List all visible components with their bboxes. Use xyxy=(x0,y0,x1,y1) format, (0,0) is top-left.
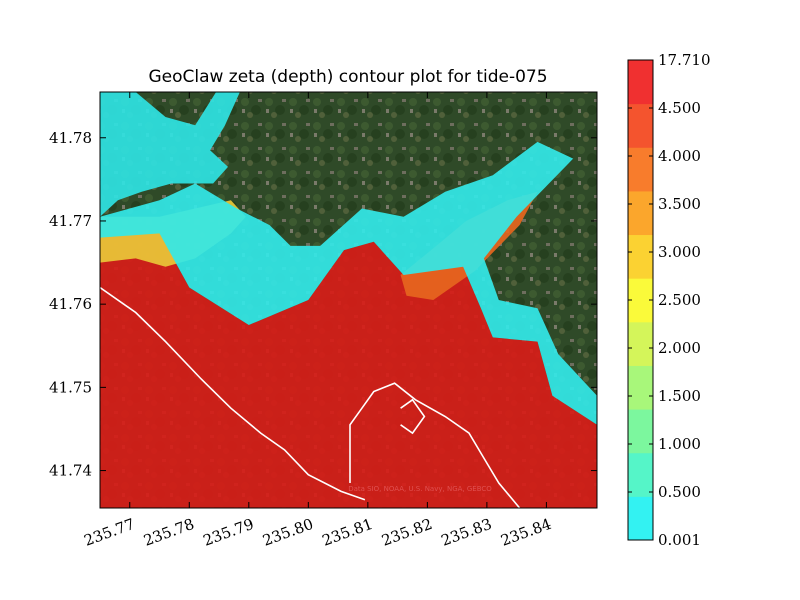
colorbar-label: 3.500 xyxy=(658,195,701,213)
colorbar-block xyxy=(628,147,653,192)
colorbar-blocks xyxy=(628,60,653,541)
colorbar: 0.001 0.500 1.000 1.500 2.000 2.500 3.000 3.500… xyxy=(627,51,711,549)
contour-harbor-breakwater xyxy=(349,382,521,508)
colorbar-label: 1.500 xyxy=(658,387,701,405)
colorbar-block xyxy=(628,190,653,236)
colorbar-block xyxy=(628,234,653,279)
colorbar-labels: 0.001 0.500 1.000 1.500 2.000 2.500 3.000 3.500… xyxy=(628,51,711,549)
colorbar-block xyxy=(628,452,653,497)
y-tick-label: 41.74 xyxy=(49,462,92,480)
y-tick-label: 41.78 xyxy=(49,129,92,147)
contour-coastline-outer xyxy=(100,286,366,501)
colorbar-label: 4.000 xyxy=(658,147,701,165)
x-tick-label: 235.78 xyxy=(141,515,196,550)
colorbar-block xyxy=(628,321,653,366)
x-tick-label: 235.83 xyxy=(439,515,494,550)
map-attribution: Data SIO, NOAA, U.S. Navy, NGA, GEBCO xyxy=(348,485,492,493)
colorbar-label: 17.710 xyxy=(658,51,711,69)
colorbar-label: 0.500 xyxy=(658,483,701,501)
x-tick-label: 235.80 xyxy=(260,515,315,550)
colorbar-label: 0.001 xyxy=(658,531,701,549)
contour-harbor-inner xyxy=(400,398,426,435)
colorbar-block xyxy=(628,60,653,105)
colorbar-block xyxy=(628,103,653,148)
plot-frame xyxy=(99,91,598,509)
y-axis: 41.74 41.75 41.76 41.77 41.78 xyxy=(49,129,597,480)
colorbar-block xyxy=(628,278,653,323)
plot-area: Data SIO, NOAA, U.S. Navy, NGA, GEBCO xyxy=(99,91,598,509)
y-tick-label: 41.76 xyxy=(49,295,92,313)
y-tick-label: 41.77 xyxy=(49,212,92,230)
x-tick-label: 235.84 xyxy=(498,515,553,550)
x-tick-label: 235.81 xyxy=(320,515,375,550)
colorbar-label: 3.000 xyxy=(658,243,701,261)
colorbar-label: 2.000 xyxy=(658,339,701,357)
colorbar-block xyxy=(628,496,653,541)
region-cyan-northwest xyxy=(100,92,240,217)
colorbar-block xyxy=(628,409,653,454)
colorbar-label: 2.500 xyxy=(658,291,701,309)
colorbar-block xyxy=(628,365,653,410)
x-tick-label: 235.77 xyxy=(82,515,137,550)
chart-title: GeoClaw zeta (depth) contour plot for ti… xyxy=(148,67,547,87)
colorbar-label: 4.500 xyxy=(658,99,701,117)
y-tick-label: 41.75 xyxy=(49,378,92,396)
colorbar-label: 1.000 xyxy=(658,435,701,453)
coastline-contours xyxy=(100,286,521,508)
region-shoreline-fringe-north xyxy=(100,141,597,425)
x-tick-label: 235.82 xyxy=(379,515,434,550)
x-tick-label: 235.79 xyxy=(201,515,256,550)
